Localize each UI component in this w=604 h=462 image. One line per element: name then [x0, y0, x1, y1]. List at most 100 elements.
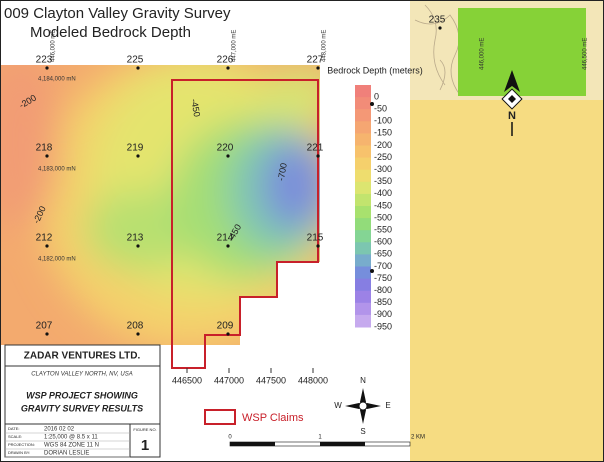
station-dot [226, 66, 230, 70]
compass: N S E W [334, 376, 390, 436]
legend-swatch [355, 314, 371, 328]
legend-swatch [355, 302, 371, 316]
location: CLAYTON VALLEY NORTH, NV, USA [31, 372, 132, 378]
green-block [458, 8, 586, 96]
station-label: 225 [127, 55, 144, 66]
station-label: 214 [217, 233, 234, 244]
legend-swatch [355, 193, 371, 207]
title-block-box [4, 344, 161, 458]
title: 009 Clayton Valley Gravity Survey [4, 5, 231, 22]
legend-value: -500 [374, 212, 392, 222]
legend: 0 -50 -100 -150 -200 -250 -300 -350 -400 -450 -500… [355, 85, 392, 331]
compass-e: E [385, 401, 390, 410]
north-arrow-label: N [508, 110, 516, 122]
northing-label: 4,183,000 mN [38, 167, 76, 173]
legend-value: -200 [374, 140, 392, 150]
legend-value: -850 [374, 297, 392, 307]
legend-value: -50 [374, 104, 387, 114]
legend-value: -100 [374, 116, 392, 126]
station-label: 221 [307, 143, 324, 154]
scale-label: 2 KM [411, 435, 425, 441]
figure-label: FIGURE NO. [133, 427, 156, 432]
station-dot [136, 332, 140, 336]
row-value: DORIAN LESLIE [44, 451, 89, 457]
compass-n: N [360, 376, 366, 385]
station-dot [316, 154, 320, 158]
north-arrow: N [501, 70, 523, 136]
legend-value: -450 [374, 200, 392, 210]
station-label: 220 [217, 143, 234, 154]
legend-swatch [355, 278, 371, 292]
contour-label: -700 [276, 162, 289, 181]
legend-value: -400 [374, 188, 392, 198]
legend-title: Bedrock Depth (meters) [327, 65, 423, 75]
legend-swatch [355, 266, 371, 280]
legend-value: -750 [374, 273, 392, 283]
station-dot [136, 66, 140, 70]
subtitle: Modeled Bedrock Depth [30, 24, 191, 41]
legend-swatch [355, 218, 371, 231]
easting-rotated: 446,000 mE [480, 38, 486, 70]
legend-value: -700 [374, 261, 392, 271]
compass-s: S [360, 427, 365, 436]
title-block: ZADAR VENTURES LTD. CLAYTON VALLEY NORTH… [4, 344, 161, 458]
scale-label: 0 [228, 435, 232, 441]
claims-swatch [204, 409, 236, 425]
row-label: PROJECTION: [8, 442, 35, 447]
legend-swatch [355, 121, 371, 134]
legend-value: -550 [374, 225, 392, 235]
legend-swatch [355, 181, 371, 195]
station-label: 209 [217, 321, 234, 332]
easting-rotated: 447,000 mE [232, 30, 238, 62]
station-dot [45, 66, 49, 70]
row-value: 2016 02 02 [44, 427, 75, 433]
station-label: 226 [217, 55, 234, 66]
station-dot [45, 244, 49, 248]
station-label: 218 [36, 143, 53, 154]
legend-swatch [355, 97, 371, 110]
contour-label: -450 [189, 98, 202, 117]
easting-rotated: 446,000 mE [51, 30, 57, 62]
legend-value: -150 [374, 128, 392, 138]
legend-value: -650 [374, 249, 392, 259]
legend-dot [370, 269, 374, 273]
row-value: WGS 84 ZONE 11 N [44, 443, 99, 449]
claims-outline [171, 79, 319, 369]
legend-swatch [355, 133, 371, 146]
legend-swatch [355, 242, 371, 255]
row-label: DRAWN BY: [8, 450, 30, 455]
station-dot [45, 154, 49, 158]
legend-swatch [355, 290, 371, 304]
station-dot [45, 332, 49, 336]
figure-number: 1 [141, 437, 149, 454]
northing-label: 4,184,000 mN [38, 77, 76, 83]
legend-value: -300 [374, 164, 392, 174]
compass-w: W [334, 401, 342, 410]
legend-swatch [355, 230, 371, 243]
station-label: 212 [36, 233, 53, 244]
scale-bar: 0 1 2 KM [228, 435, 425, 447]
station-label: 208 [127, 321, 144, 332]
heading: GRAVITY SURVEY RESULTS [21, 403, 143, 413]
station-label: 215 [307, 233, 324, 244]
station-dot [226, 154, 230, 158]
easting-label: 446500 [172, 375, 202, 385]
northing-label: 4,182,000 mN [38, 257, 76, 263]
station-dot [226, 332, 230, 336]
station-dot [438, 26, 442, 30]
station-dot [136, 154, 140, 158]
easting-label: 448000 [298, 375, 328, 385]
legend-swatch [355, 206, 371, 219]
station-label: 219 [127, 143, 144, 154]
easting-rotated: 448,000 mE [322, 30, 328, 62]
legend-swatch [355, 145, 371, 159]
legend-value: -250 [374, 152, 392, 162]
company: ZADAR VENTURES LTD. [24, 351, 141, 362]
legend-value: -900 [374, 309, 392, 319]
legend-value: -800 [374, 285, 392, 295]
station-label: 223 [36, 55, 53, 66]
row-label: DATE: [8, 426, 19, 431]
station-dot [316, 66, 320, 70]
legend-value: -350 [374, 176, 392, 186]
